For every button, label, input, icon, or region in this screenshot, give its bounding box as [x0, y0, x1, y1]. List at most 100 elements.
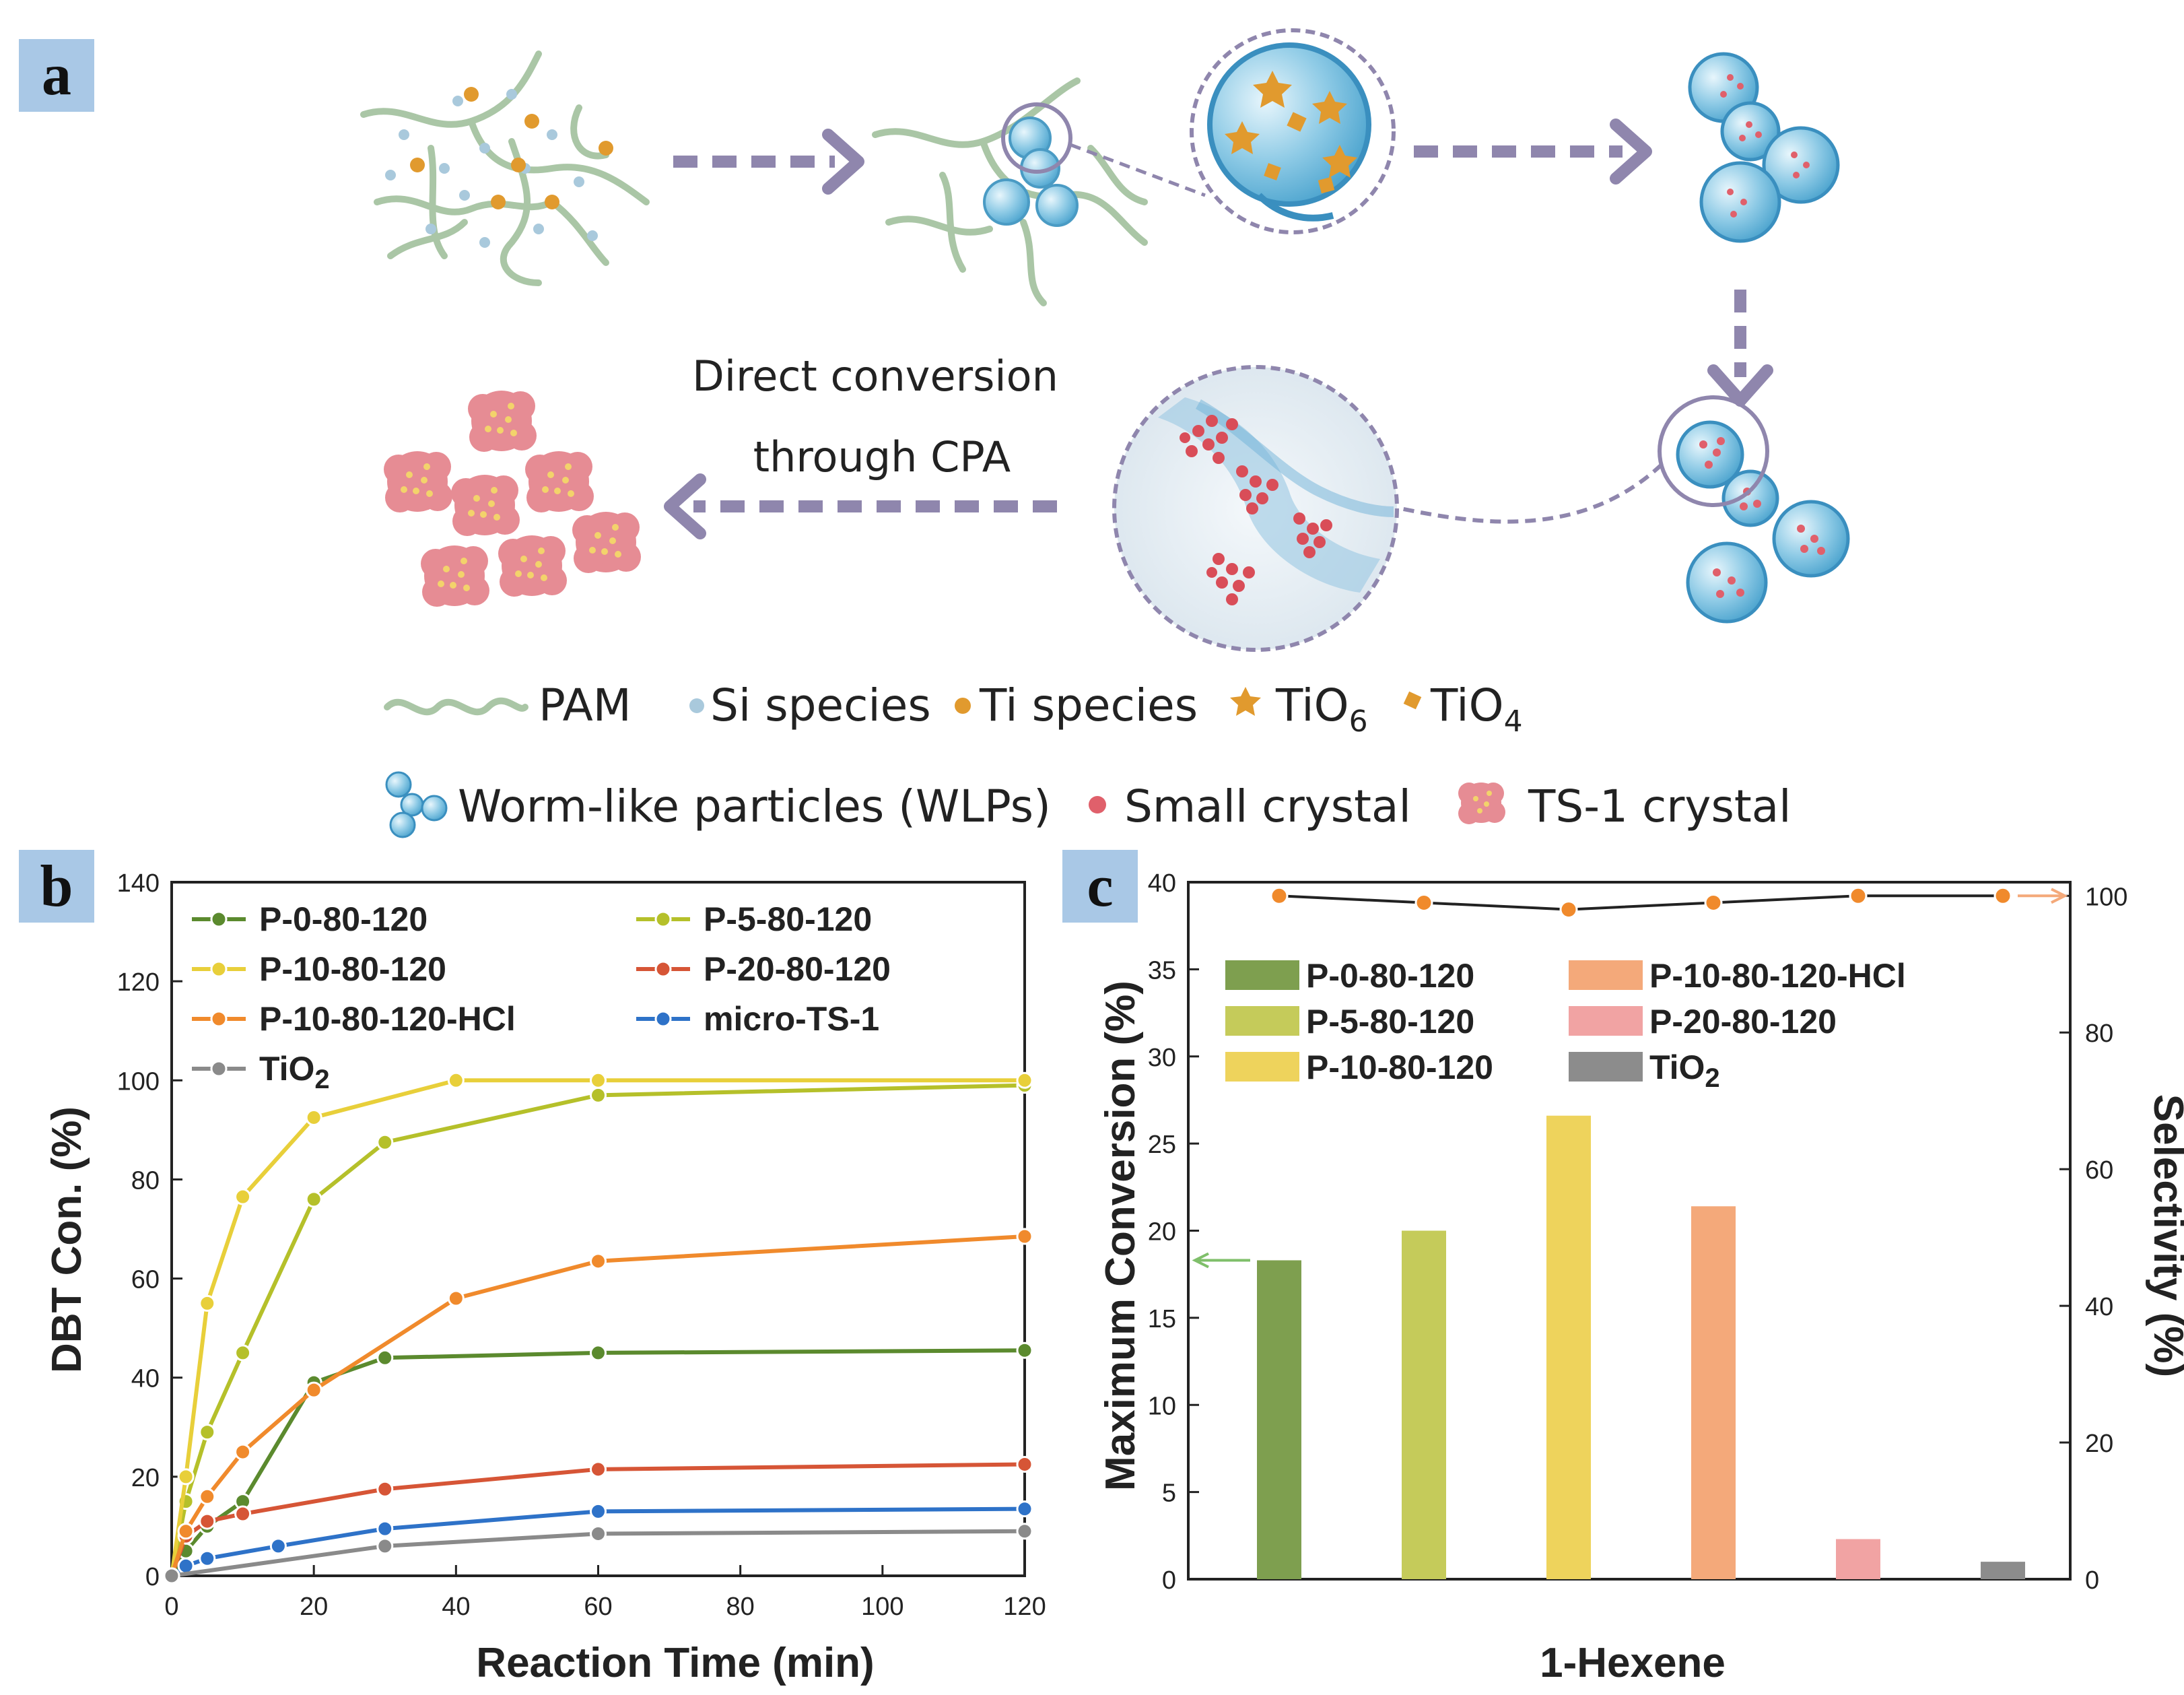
conversion-label-line2: through CPA — [753, 432, 1011, 481]
y-tick-label: 20 — [1148, 1218, 1176, 1247]
data-point — [305, 1191, 322, 1208]
x-tick-label: 120 — [1003, 1593, 1046, 1621]
wlp-swatch-icon — [385, 771, 448, 838]
bar-chart: 0 5 10 15 20 25 30 35 40 0 20 40 60 80 100 P-0-80-120 P-… — [1148, 869, 2128, 1595]
selectivity-point — [1993, 886, 2012, 905]
legend-marker — [654, 910, 672, 928]
chart-c-ylabel: Maximum Conversion (%) — [1097, 981, 1144, 1491]
panel-a-label-box — [19, 39, 94, 112]
ti-species-dots-1 — [410, 87, 613, 209]
data-point — [177, 1523, 195, 1540]
legend-pam: PAM — [539, 679, 632, 731]
data-point — [447, 1071, 465, 1089]
data-point — [177, 1468, 195, 1486]
x-tick-label: 20 — [300, 1593, 328, 1621]
legend-label: micro-TS-1 — [704, 1000, 879, 1038]
data-point — [1016, 1341, 1033, 1359]
bar — [1257, 1260, 1301, 1579]
y-right-tick-label: 60 — [2085, 1156, 2113, 1185]
data-point — [234, 1505, 252, 1523]
y-tick-label: 25 — [1148, 1131, 1176, 1159]
small-crystals-2 — [1720, 74, 1810, 218]
y-tick-label: 140 — [117, 869, 160, 898]
legend-marker — [210, 1010, 228, 1028]
y-tick-label: 40 — [131, 1365, 160, 1393]
worm-particle-1 — [983, 117, 1079, 227]
data-point — [1016, 1455, 1033, 1473]
y-right-tick-label: 40 — [2085, 1293, 2113, 1321]
legend-label: P-0-80-120 — [1306, 957, 1474, 995]
selectivity-point — [1704, 893, 1723, 912]
y-tick-label: 35 — [1148, 956, 1176, 985]
y-right-tick-label: 0 — [2085, 1566, 2099, 1595]
legend-tio4: TiO4 — [1430, 679, 1523, 739]
arrow-2-head — [1610, 119, 1652, 185]
chart-b-ylabel: DBT Con. (%) — [44, 1106, 90, 1373]
series-line — [170, 1078, 1025, 1576]
chart-c-xlabel: 1-Hexene — [1540, 1640, 1726, 1686]
legend-label: P-5-80-120 — [704, 900, 872, 938]
tio4-square-icon — [1403, 691, 1422, 710]
data-point — [163, 1567, 180, 1585]
panel-c-label: c — [1087, 854, 1113, 919]
tio6-star-icon — [1230, 687, 1261, 716]
y-right-tick-label: 100 — [2085, 883, 2127, 911]
data-point — [199, 1294, 216, 1312]
legend-marker — [210, 1060, 228, 1077]
legend-wlp: Worm-like particles (WLPs) — [458, 780, 1051, 832]
x-tick-label: 100 — [861, 1593, 903, 1621]
crystal-clusters-zoom — [1180, 415, 1332, 605]
legend-swatch — [1225, 1052, 1299, 1082]
legend-label: P-20-80-120 — [1649, 1003, 1837, 1040]
panel-a-label: a — [42, 42, 71, 108]
legend-label: P-0-80-120 — [259, 900, 428, 938]
worm-particle-2 — [1688, 52, 1840, 243]
data-point — [199, 1550, 216, 1567]
arrow-4-head — [664, 473, 706, 539]
y-right-tick-label: 80 — [2085, 1020, 2113, 1048]
panel-b: b 0 20 40 60 80 100 120 0 20 40 60 80 100 120 140 P-0-8… — [19, 850, 1046, 1686]
schematic-legend-row1: PAM Si species Ti species TiO6 TiO4 — [384, 679, 1523, 739]
data-point — [590, 1461, 607, 1478]
data-point — [590, 1502, 607, 1520]
pam-swatch-icon — [384, 697, 528, 716]
y-tick-label: 0 — [1162, 1566, 1176, 1595]
series-line — [171, 1529, 1025, 1578]
legend-si: Si species — [710, 679, 931, 731]
bar — [1691, 1206, 1736, 1579]
y-tick-label: 5 — [1162, 1480, 1176, 1508]
selectivity-point — [1414, 893, 1433, 912]
legend-tio6: TiO6 — [1275, 679, 1368, 739]
data-point — [376, 1537, 394, 1555]
y-tick-label: 120 — [117, 968, 160, 997]
legend-label: P-10-80-120-HCl — [1649, 957, 1906, 995]
data-point — [305, 1108, 322, 1126]
legend-swatch — [1225, 960, 1299, 990]
line-chart: 0 20 40 60 80 100 120 0 20 40 60 80 100 120 140 P-0-80-… — [117, 869, 1046, 1621]
x-tick-label: 80 — [726, 1593, 755, 1621]
legend-label: P-10-80-120 — [1306, 1049, 1493, 1086]
legend-swatch — [1569, 1052, 1643, 1082]
data-point — [1016, 1228, 1033, 1245]
selectivity-line — [1278, 894, 2003, 911]
legend-label: TiO2 — [259, 1050, 330, 1094]
data-point — [199, 1488, 216, 1505]
focus-ring-2 — [1658, 395, 1769, 507]
y-tick-label: 40 — [1148, 869, 1176, 898]
panel-b-label: b — [40, 854, 73, 919]
legend-ti: Ti species — [979, 679, 1198, 731]
data-point — [590, 1525, 607, 1542]
data-point — [1016, 1523, 1033, 1540]
panel-c: c 0 5 10 15 20 25 30 35 40 0 20 40 60 80 100 P-0-80-120… — [1062, 850, 2184, 1686]
legend-swatch — [1569, 1006, 1643, 1036]
pam-network-1 — [360, 51, 650, 286]
data-point — [447, 1290, 465, 1307]
y-tick-label: 30 — [1148, 1044, 1176, 1072]
right-axis-arrow-head — [2051, 888, 2068, 904]
schematic-legend-row2: Worm-like particles (WLPs) Small crystal… — [385, 771, 1791, 838]
legend-label: P-5-80-120 — [1306, 1003, 1474, 1040]
data-point — [234, 1443, 252, 1461]
legend-label: P-10-80-120-HCl — [259, 1000, 516, 1038]
legend-marker — [654, 1010, 672, 1028]
